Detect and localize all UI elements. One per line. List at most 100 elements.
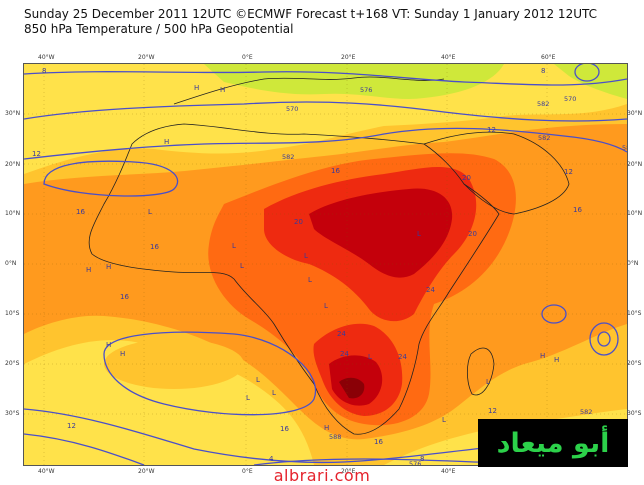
lon-label-top: 40°E (441, 54, 456, 61)
coastline-europe (173, 76, 445, 105)
geopotential-label: 582 (537, 100, 549, 108)
contour-line (24, 433, 145, 465)
pressure-marker: H (86, 266, 91, 274)
forecast-map: 8 12 16 16 16 16 12 16 20 20 20 24 24 24… (23, 63, 628, 466)
lon-label-top: 20°W (138, 54, 155, 61)
pressure-marker: L (308, 276, 312, 284)
temp-label: 4 (269, 455, 274, 463)
coastline-arabia (423, 131, 570, 215)
temp-field-cool-north (24, 64, 627, 174)
pressure-marker: H (554, 356, 559, 364)
coastline-madagascar (466, 347, 495, 396)
temp-label: 8 (42, 67, 46, 75)
pressure-marker: H (106, 263, 111, 271)
geopotential-labels: 576 582 570 582 588 582 570 582 588 576 (282, 86, 627, 465)
pressure-markers: H H H H H H H L L L L L L L L L L H H H … (86, 84, 559, 432)
temp-label: 12 (67, 422, 76, 430)
temp-label: 16 (280, 425, 289, 433)
geopotential-label: 582 (580, 408, 592, 416)
lat-label-right: 10°S (627, 310, 642, 317)
pressure-marker: L (246, 394, 250, 402)
lat-label-right: 20°S (627, 360, 642, 367)
forecast-map-svg: 8 12 16 16 16 16 12 16 20 20 20 24 24 24… (24, 64, 627, 465)
lon-label-bottom: 40°W (38, 468, 55, 475)
lat-label-right: 10°N (627, 210, 643, 217)
temp-label: 12 (32, 150, 41, 158)
pressure-marker: H (324, 424, 329, 432)
lat-label-right: 20°N (627, 161, 643, 168)
temperature-labels: 8 12 16 16 16 16 12 16 20 20 20 24 24 24… (32, 67, 582, 463)
lat-label-left: 10°S (5, 310, 20, 317)
lon-label-top: 0°E (242, 54, 253, 61)
pressure-marker: H (194, 84, 199, 92)
temp-label: 20 (462, 174, 471, 182)
contour-ring (541, 304, 567, 324)
pressure-marker: L (148, 208, 152, 216)
watermark-logo: أبو ميعاد (478, 419, 628, 467)
geopotential-label: 582 (538, 134, 550, 142)
coastline-africa (88, 123, 500, 435)
pressure-marker: L (368, 353, 372, 361)
pressure-marker: H (540, 352, 545, 360)
contour-ring (574, 64, 600, 82)
watermark-site: albrari.com (273, 466, 371, 485)
temp-label: 24 (337, 330, 346, 338)
temp-label: 20 (294, 218, 303, 226)
lat-label-right: 30°N (627, 110, 643, 117)
temp-label: 16 (120, 293, 129, 301)
temp-label: 8 (541, 67, 545, 75)
lon-label-bottom: 0°E (242, 468, 253, 475)
geopotential-label: 570 (564, 95, 576, 103)
lon-label-top: 40°W (38, 54, 55, 61)
contour-line (43, 160, 179, 197)
lon-label-top: 60°E (541, 54, 556, 61)
lat-label-right: 0°N (627, 260, 639, 267)
temp-field-cool-south (24, 340, 314, 465)
forecast-subtitle: 850 hPa Temperature / 500 hPa Geopotenti… (24, 22, 294, 36)
contour-ring (597, 331, 611, 347)
lat-label-left: 20°N (5, 161, 21, 168)
geopotential-label: 588 (329, 433, 341, 441)
geopotential-label: 576 (360, 86, 372, 94)
pressure-marker: L (272, 389, 276, 397)
graticule (24, 64, 627, 465)
temp-label: 16 (150, 243, 159, 251)
temp-field-mild-atlantic (104, 339, 244, 389)
contour-line (103, 331, 317, 416)
lon-label-top: 20°E (341, 54, 356, 61)
temp-label: 16 (331, 167, 340, 175)
lon-label-bottom: 40°E (441, 468, 456, 475)
temp-label: 20 (468, 230, 477, 238)
lat-label-right: 30°S (627, 410, 642, 417)
temp-field-cold-northeast (554, 64, 627, 99)
pressure-marker: H (220, 86, 225, 94)
temp-label: 16 (374, 438, 383, 446)
pressure-marker: H (164, 138, 169, 146)
pressure-marker: L (240, 262, 244, 270)
temp-label: 24 (398, 353, 407, 361)
geopotential-label: 588 (622, 144, 627, 152)
pressure-marker: L (304, 252, 308, 260)
contour-line (24, 71, 627, 86)
pressure-marker: L (417, 230, 421, 238)
temp-label: 16 (76, 208, 85, 216)
pressure-marker: L (324, 302, 328, 310)
temp-label: 8 (420, 455, 424, 463)
contour-line (24, 127, 627, 160)
lat-label-left: 30°S (5, 410, 20, 417)
pressure-marker: L (486, 378, 490, 386)
temp-label: 12 (564, 168, 573, 176)
pressure-marker: L (256, 376, 260, 384)
pressure-marker: H (120, 350, 125, 358)
geopotential-label: 582 (282, 153, 294, 161)
lat-label-left: 0°N (5, 260, 17, 267)
geopotential-label: 570 (286, 105, 298, 113)
contour-line (24, 101, 627, 122)
pressure-marker: L (232, 242, 236, 250)
pressure-marker: L (442, 416, 446, 424)
temp-field-hottest-equatorial (309, 188, 453, 278)
lon-label-bottom: 20°E (341, 468, 356, 475)
lat-label-left: 10°N (5, 210, 21, 217)
forecast-title: Sunday 25 December 2011 12UTC ©ECMWF For… (24, 7, 597, 21)
temp-field-cold-north (204, 64, 504, 99)
